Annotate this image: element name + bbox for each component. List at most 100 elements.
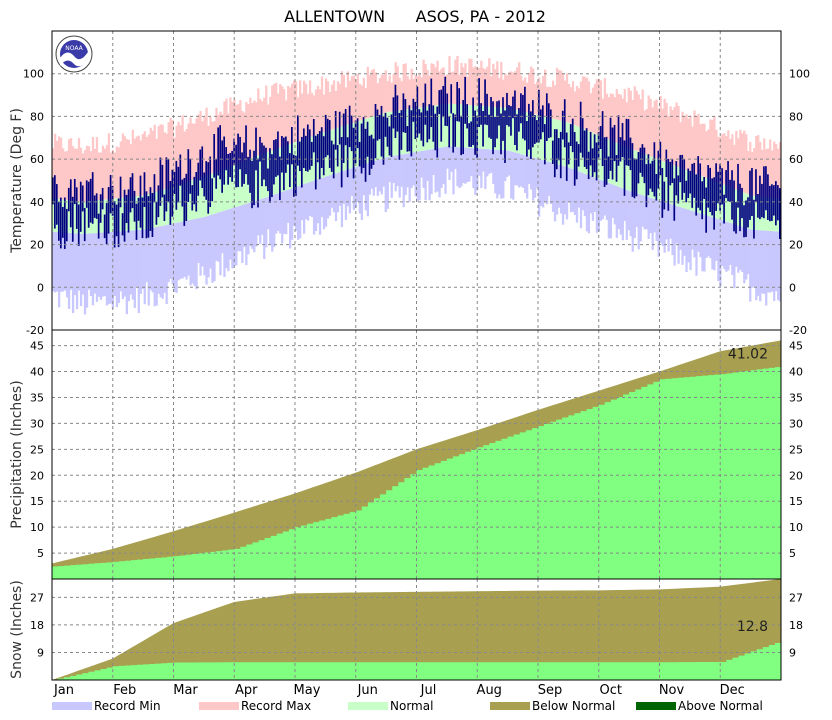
normal-range-bar xyxy=(541,116,545,161)
y-tick-label: 100 xyxy=(789,68,810,81)
record-range-bar xyxy=(585,174,589,232)
observed-temp-bar xyxy=(635,159,638,197)
record-range-bar xyxy=(623,189,626,222)
record-range-bar xyxy=(257,199,260,236)
record-range-bar xyxy=(472,67,475,106)
observed-temp-bar xyxy=(71,196,74,242)
observed-temp-bar xyxy=(402,93,405,133)
record-range-bar xyxy=(691,210,694,250)
record-range-bar xyxy=(392,74,395,112)
record-range-bar xyxy=(629,191,632,237)
observed-temp-bar xyxy=(418,109,421,134)
observed-temp-bar xyxy=(302,128,305,169)
record-range-bar xyxy=(625,189,628,240)
record-range-bar xyxy=(565,166,569,220)
observed-temp-bar xyxy=(281,136,283,173)
record-range-bar xyxy=(414,74,417,109)
record-range-bar xyxy=(213,213,216,282)
record-range-bar xyxy=(438,71,441,105)
record-range-bar xyxy=(693,110,696,174)
record-range-bar xyxy=(157,226,160,294)
observed-temp-bar xyxy=(747,197,749,228)
record-range-bar xyxy=(639,194,642,242)
observed-temp-bar xyxy=(474,110,476,155)
record-range-bar xyxy=(318,178,322,235)
record-range-bar xyxy=(498,78,501,108)
record-range-bar xyxy=(171,223,174,285)
record-range-bar xyxy=(207,125,210,175)
record-range-bar xyxy=(609,183,612,239)
record-range-bar xyxy=(585,77,589,131)
observed-temp-bar xyxy=(289,153,291,188)
record-range-bar xyxy=(709,216,712,259)
legend-label: Below Normal xyxy=(532,699,615,713)
record-range-bar xyxy=(370,161,373,189)
record-range-bar xyxy=(195,118,198,179)
observed-temp-bar xyxy=(213,134,216,178)
observed-temp-bar xyxy=(530,111,532,160)
y-tick-label: 30 xyxy=(30,417,44,430)
observed-temp-bar xyxy=(779,188,781,240)
record-range-bar xyxy=(67,139,71,201)
record-range-bar xyxy=(308,182,312,217)
record-range-bar xyxy=(623,88,626,147)
normal-range-bar xyxy=(480,105,483,149)
record-range-bar xyxy=(673,106,676,166)
legend-swatch xyxy=(199,702,239,710)
normal-range-bar xyxy=(173,185,176,224)
observed-temp-bar xyxy=(133,190,136,222)
y-axis-label: Temperature (Deg F) xyxy=(9,108,25,254)
observed-temp-bar xyxy=(458,88,461,122)
record-range-bar xyxy=(261,101,264,155)
record-range-bar xyxy=(107,133,111,200)
observed-temp-bar xyxy=(135,203,138,240)
y-tick-label: 30 xyxy=(789,417,803,430)
normal-range-bar xyxy=(456,104,459,147)
observed-temp-bar xyxy=(179,154,182,186)
record-range-bar xyxy=(356,74,360,122)
record-range-bar xyxy=(354,79,358,123)
record-range-bar xyxy=(514,71,517,110)
record-range-bar xyxy=(253,100,256,158)
record-range-bar xyxy=(767,230,770,293)
observed-temp-bar xyxy=(581,118,584,158)
record-range-bar xyxy=(362,164,366,196)
record-range-bar xyxy=(603,78,607,138)
record-range-bar xyxy=(595,79,599,135)
observed-temp-bar xyxy=(637,152,640,184)
record-range-bar xyxy=(233,99,236,165)
record-range-bar xyxy=(61,148,65,200)
record-range-bar xyxy=(775,231,778,292)
record-range-bar xyxy=(388,75,391,112)
x-tick-label: Apr xyxy=(235,683,258,698)
observed-temp-bar xyxy=(532,100,534,148)
record-range-bar xyxy=(269,196,272,246)
record-range-bar xyxy=(358,83,362,121)
y-tick-label: 0 xyxy=(37,281,44,294)
record-range-bar xyxy=(492,63,495,107)
y-tick-label: 20 xyxy=(789,239,803,252)
record-range-bar xyxy=(400,154,403,187)
record-range-bar xyxy=(474,148,477,196)
observed-temp-bar xyxy=(541,105,544,133)
record-range-bar xyxy=(296,186,300,240)
observed-temp-bar xyxy=(95,193,98,219)
record-range-bar xyxy=(551,80,555,119)
normal-range-bar xyxy=(430,105,433,150)
record-range-bar xyxy=(59,137,63,200)
record-range-bar xyxy=(374,160,377,188)
observed-temp-bar xyxy=(715,163,717,211)
legend-swatch xyxy=(348,702,388,710)
record-range-bar xyxy=(619,94,622,145)
record-range-bar xyxy=(302,184,306,234)
record-range-bar xyxy=(91,233,95,306)
observed-temp-bar xyxy=(396,95,399,132)
normal-range-bar xyxy=(167,187,170,225)
record-range-bar xyxy=(125,230,128,315)
record-range-bar xyxy=(753,229,756,287)
record-range-bar xyxy=(332,80,336,130)
record-range-bar xyxy=(725,221,728,272)
record-range-bar xyxy=(85,145,89,202)
observed-temp-bar xyxy=(131,173,134,209)
record-range-bar xyxy=(641,195,644,227)
